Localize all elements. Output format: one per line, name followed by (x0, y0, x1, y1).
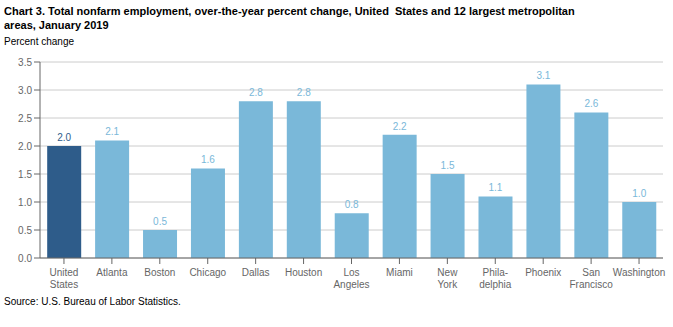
svg-text:3.0: 3.0 (18, 85, 32, 96)
svg-text:1.5: 1.5 (441, 160, 455, 171)
svg-text:Phila-delphia: Phila-delphia (479, 267, 512, 290)
svg-text:0.8: 0.8 (345, 199, 359, 210)
svg-text:SanFrancisco: SanFrancisco (569, 267, 613, 290)
svg-text:2.1: 2.1 (105, 126, 119, 137)
svg-text:0.5: 0.5 (18, 225, 32, 236)
svg-text:Washington: Washington (613, 267, 665, 278)
svg-text:NewYork: NewYork (437, 267, 458, 290)
svg-text:1.0: 1.0 (632, 188, 646, 199)
svg-text:2.0: 2.0 (18, 141, 32, 152)
svg-text:0.0: 0.0 (18, 253, 32, 264)
svg-text:Chicago: Chicago (189, 267, 226, 278)
svg-text:2.0: 2.0 (57, 132, 71, 143)
svg-text:1.0: 1.0 (18, 197, 32, 208)
svg-text:Atlanta: Atlanta (96, 267, 128, 278)
svg-text:2.2: 2.2 (393, 121, 407, 132)
svg-text:0.5: 0.5 (153, 216, 167, 227)
svg-text:Boston: Boston (144, 267, 175, 278)
html-text:Chart 3. Total nonfarm employm: Chart 3. Total nonfarm employment, over-… (4, 5, 575, 17)
html-text:Source: U.S. Bureau of Labor S: Source: U.S. Bureau of Labor Statistics. (4, 296, 181, 307)
svg-text:Miami: Miami (386, 267, 413, 278)
svg-text:UnitedStates: UnitedStates (50, 267, 79, 290)
svg-text:1.5: 1.5 (18, 169, 32, 180)
svg-text:3.1: 3.1 (536, 70, 550, 81)
svg-text:LosAngeles: LosAngeles (333, 267, 369, 290)
html-text:Percent change: Percent change (4, 36, 75, 47)
svg-text:2.8: 2.8 (297, 87, 311, 98)
svg-text:1.1: 1.1 (489, 182, 503, 193)
svg-text:Houston: Houston (285, 267, 322, 278)
html-text:areas, January 2019: areas, January 2019 (4, 19, 109, 31)
svg-text:Dallas: Dallas (242, 267, 270, 278)
svg-text:1.6: 1.6 (201, 154, 215, 165)
svg-text:2.6: 2.6 (584, 98, 598, 109)
svg-text:2.5: 2.5 (18, 113, 32, 124)
svg-text:Phoenix: Phoenix (525, 267, 561, 278)
svg-text:2.8: 2.8 (249, 87, 263, 98)
svg-text:3.5: 3.5 (18, 57, 32, 68)
